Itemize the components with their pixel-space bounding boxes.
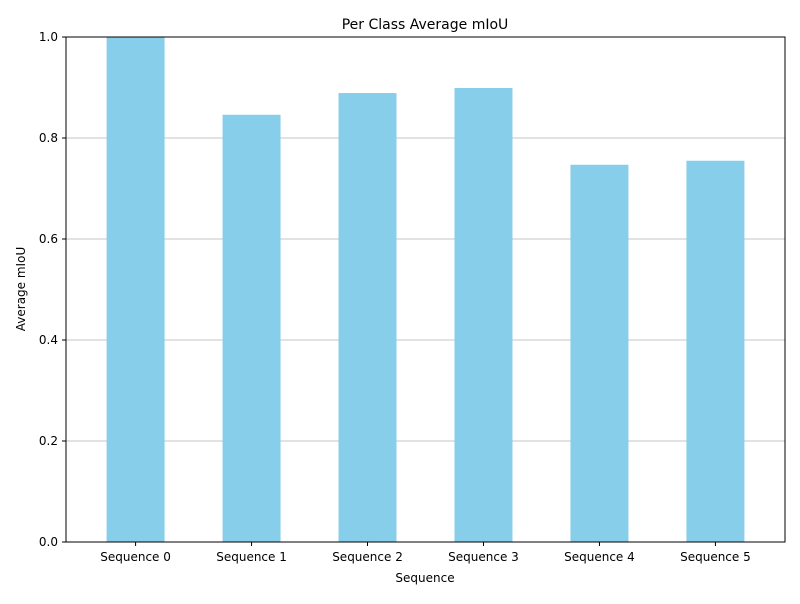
x-tick-label: Sequence 1 — [216, 550, 287, 564]
x-tick-label: Sequence 5 — [680, 550, 751, 564]
y-tick-label: 0.0 — [39, 535, 58, 549]
y-tick-label: 1.0 — [39, 30, 58, 44]
y-tick-label: 0.4 — [39, 333, 58, 347]
x-ticks: Sequence 0 Sequence 1 Sequence 2 Sequence 3… — [100, 542, 751, 564]
x-tick-label: Sequence 4 — [564, 550, 635, 564]
y-axis-label: Average mIoU — [14, 247, 28, 331]
bar-sequence-3 — [454, 88, 513, 542]
bars — [106, 37, 745, 543]
x-tick-label: Sequence 0 — [100, 550, 171, 564]
x-axis-label: Sequence — [395, 571, 454, 585]
y-tick-label: 0.8 — [39, 131, 58, 145]
y-ticks: 0.0 0.2 0.4 0.6 0.8 1.0 — [39, 30, 66, 549]
bar-sequence-2 — [338, 93, 397, 543]
bar-sequence-1 — [222, 114, 281, 543]
y-tick-label: 0.2 — [39, 434, 58, 448]
bar-sequence-0 — [106, 37, 165, 542]
x-tick-label: Sequence 3 — [448, 550, 519, 564]
axes — [65, 36, 786, 543]
plot-frame — [65, 36, 786, 543]
chart-title: Per Class Average mIoU — [342, 17, 509, 33]
y-tick-label: 0.6 — [39, 232, 58, 246]
x-tick-label: Sequence 2 — [332, 550, 403, 564]
bar-sequence-5 — [686, 160, 745, 542]
bar-sequence-4 — [570, 164, 629, 542]
